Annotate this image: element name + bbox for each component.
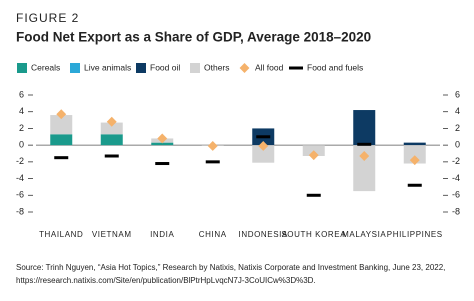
marker <box>155 162 170 166</box>
marker <box>306 193 321 197</box>
bar-segment <box>50 134 73 146</box>
marker <box>409 155 420 166</box>
marker <box>256 135 271 139</box>
marker <box>157 133 168 144</box>
y-tick-label: 2 <box>19 123 24 133</box>
x-tick-label: SOUTH KOREA <box>281 230 346 239</box>
marker <box>54 156 69 160</box>
y-tick-label: -4 <box>16 173 24 183</box>
legend-swatch <box>190 63 200 73</box>
bar-segment <box>100 134 123 146</box>
y-tick-label: -2 <box>16 156 24 166</box>
chart-title: Food Net Export as a Share of GDP, Avera… <box>16 30 371 45</box>
marker <box>357 142 372 146</box>
x-tick-label: INDONESIA <box>239 230 288 239</box>
y-tick-label: 6 <box>19 89 24 99</box>
y-tick-label: -6 <box>16 190 24 200</box>
bar-segment <box>403 142 426 146</box>
y2-tick-label: -4 <box>452 173 460 183</box>
marker <box>308 150 319 161</box>
bar-segment <box>252 145 275 163</box>
x-tick-label: PHILIPPINES <box>387 230 443 239</box>
x-tick-label: MALAYSIA <box>342 230 386 239</box>
marker <box>258 141 269 151</box>
marker <box>205 160 220 164</box>
legend-label: Cereals <box>31 62 60 72</box>
source: https://research.natixis.com/Site/en/pub… <box>16 276 316 285</box>
x-tick-label: THAILAND <box>39 230 83 239</box>
legend-label: Food and fuels <box>307 62 363 72</box>
legend-label: Live animals <box>84 62 131 72</box>
y2-tick-label: 0 <box>455 140 460 150</box>
x-tick-label: VIETNAM <box>92 230 132 239</box>
source: Source: Trinh Nguyen, “Asia Hot Topics,”… <box>16 263 445 272</box>
y2-tick-label: 6 <box>455 89 460 99</box>
x-tick-label: INDIA <box>150 230 174 239</box>
y-tick-label: -8 <box>16 206 24 216</box>
y2-tick-label: 2 <box>455 123 460 133</box>
legend-label: Food oil <box>150 62 180 72</box>
legend-swatch <box>136 63 146 73</box>
marker <box>56 109 67 120</box>
y2-tick-label: -6 <box>452 190 460 200</box>
marker <box>359 151 370 161</box>
legend-swatch <box>17 63 27 73</box>
legend-swatch <box>289 66 303 70</box>
y2-tick-label: -8 <box>452 206 460 216</box>
legend-label: All food <box>255 62 284 72</box>
bar-segment <box>50 115 73 135</box>
bar-segment <box>100 122 123 135</box>
legend-swatch <box>239 63 250 73</box>
y-tick-label: 0 <box>19 140 24 150</box>
marker <box>407 183 422 187</box>
bar-segment <box>403 145 426 164</box>
bar-segment <box>353 145 376 192</box>
legend-swatch <box>70 63 80 73</box>
x-tick-label: CHINA <box>199 230 227 239</box>
y2-tick-label: -2 <box>452 156 460 166</box>
marker <box>207 141 218 151</box>
bar-segment <box>353 110 376 146</box>
legend-label: Others <box>204 62 230 72</box>
bar-segment <box>151 142 174 146</box>
figure-label: FIGURE 2 <box>16 11 79 25</box>
y-tick-label: 4 <box>19 106 24 116</box>
marker <box>104 154 119 158</box>
marker <box>106 116 117 127</box>
y2-tick-label: 4 <box>455 106 460 116</box>
